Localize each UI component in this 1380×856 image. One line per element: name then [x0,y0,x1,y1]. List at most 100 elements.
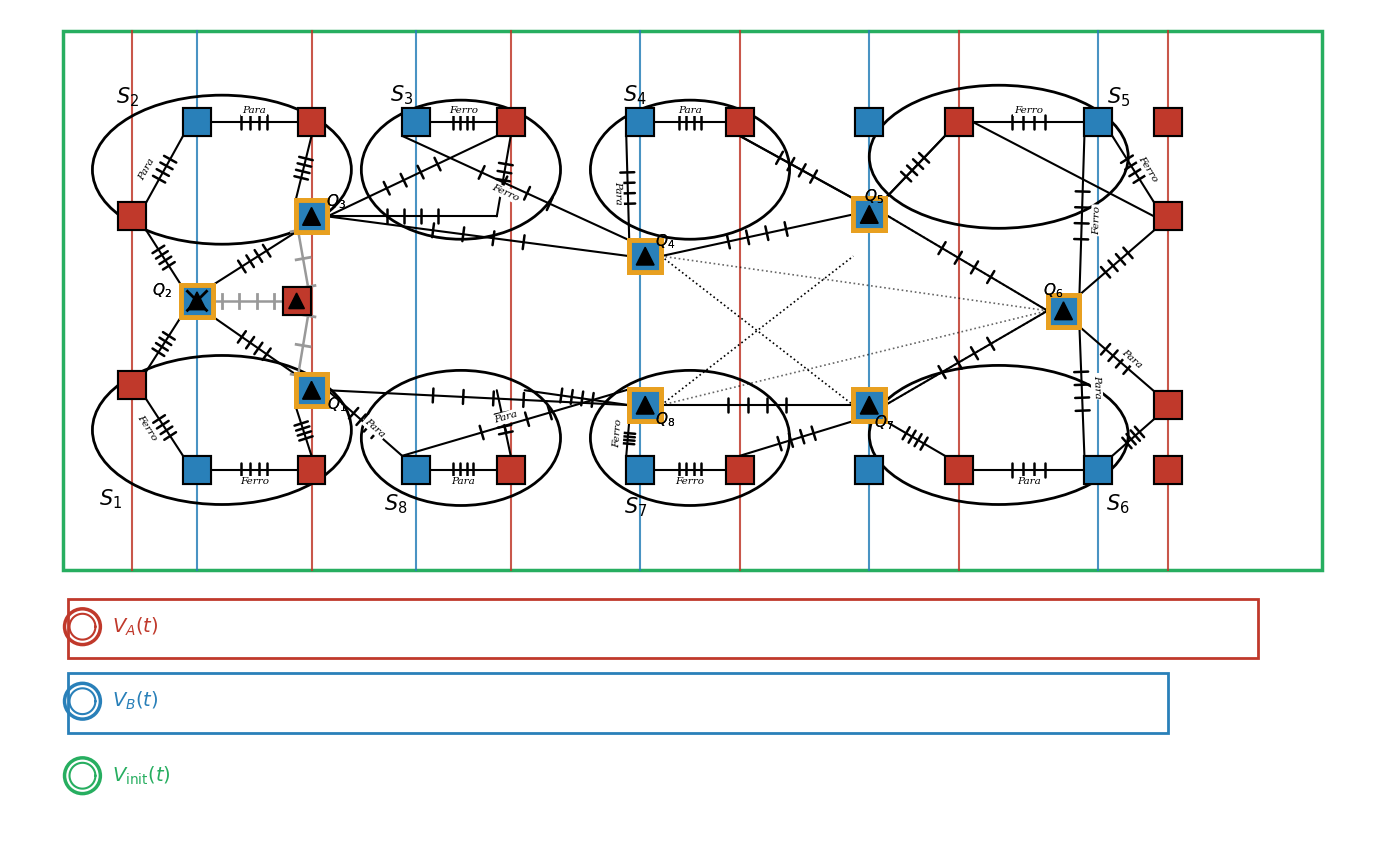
Bar [184,108,211,136]
Bar [1154,455,1183,484]
Polygon shape [302,381,320,399]
Text: $Q_1$: $Q_1$ [327,395,346,414]
Polygon shape [636,396,654,414]
Bar [629,241,661,272]
Bar [1154,455,1183,484]
Bar [1154,391,1183,419]
Text: Ferro: Ferro [491,183,520,203]
Bar [497,455,524,484]
Polygon shape [1054,302,1072,319]
Bar [1154,108,1183,136]
Polygon shape [288,293,305,309]
Bar [295,374,327,406]
Bar [1047,294,1079,327]
Bar [1085,455,1112,484]
Text: Para: Para [451,477,475,486]
Polygon shape [288,293,305,309]
Text: Ferro: Ferro [1137,155,1159,184]
Text: $Q_8$: $Q_8$ [656,411,675,430]
Text: $S_1$: $S_1$ [99,488,121,511]
Text: Ferro: Ferro [675,477,705,486]
Bar [402,455,431,484]
Bar [402,455,431,484]
Bar [184,455,211,484]
Polygon shape [188,292,206,310]
Bar [627,455,654,484]
Text: Ferro: Ferro [1092,205,1101,235]
Bar [298,108,326,136]
Bar [295,374,327,406]
Bar [726,108,753,136]
Text: Para: Para [613,181,622,205]
Bar [1047,294,1079,327]
Bar [726,455,753,484]
Bar [298,455,326,484]
Bar [295,200,327,232]
Polygon shape [636,247,654,265]
Polygon shape [302,207,320,225]
Text: Para: Para [363,417,386,439]
Bar [1154,391,1183,419]
Bar [184,108,211,136]
Bar [853,199,885,230]
Bar [627,108,654,136]
Bar [184,455,211,484]
Text: Para: Para [678,105,702,115]
Bar [119,372,146,399]
Text: Para: Para [1017,477,1041,486]
Bar [627,455,654,484]
Bar [856,108,883,136]
Bar [68,599,1257,658]
Text: $S_4$: $S_4$ [624,83,647,107]
Bar [119,203,146,230]
Text: $S_5$: $S_5$ [1107,86,1130,109]
Bar [1154,203,1183,230]
Bar [726,108,753,136]
Text: Para: Para [493,410,519,425]
Text: $V_A(t)$: $V_A(t)$ [112,615,159,638]
Text: $S_8$: $S_8$ [385,493,408,516]
Bar [853,389,885,421]
Text: $Q_3$: $Q_3$ [327,192,346,211]
Text: $Q_3$: $Q_3$ [327,192,346,211]
Text: $Q_2$: $Q_2$ [152,282,172,300]
Bar [856,455,883,484]
Bar [68,674,1167,733]
Bar [119,372,146,399]
Bar [726,455,753,484]
Bar [497,455,524,484]
Bar [629,389,661,421]
Bar [1154,203,1183,230]
Polygon shape [636,247,654,265]
Bar [945,455,973,484]
Text: Ferro: Ferro [1014,105,1043,115]
Polygon shape [636,396,654,414]
Bar [181,285,213,317]
Text: $Q_6$: $Q_6$ [1043,282,1064,300]
Polygon shape [860,205,878,223]
Bar [1085,108,1112,136]
Polygon shape [860,396,878,414]
Text: $Q_4$: $Q_4$ [656,232,675,251]
Text: Para: Para [1092,374,1101,398]
Polygon shape [1054,302,1072,319]
Text: $Q_1$: $Q_1$ [327,395,346,414]
Bar [853,199,885,230]
Polygon shape [302,207,320,225]
Polygon shape [302,381,320,399]
Bar [295,200,327,232]
Bar [853,389,885,421]
Text: Para: Para [243,105,266,115]
Bar [298,108,326,136]
Text: $S_7$: $S_7$ [624,496,647,520]
Text: Para: Para [1119,348,1144,370]
Text: $Q_2$: $Q_2$ [152,282,172,300]
Text: $S_3$: $S_3$ [389,83,413,107]
Text: Ferro: Ferro [448,105,477,115]
Bar [856,108,883,136]
Text: $Q_8$: $Q_8$ [656,411,675,430]
Bar [629,389,661,421]
Text: $Q_7$: $Q_7$ [875,413,894,432]
Text: Ferro: Ferro [135,413,159,442]
Polygon shape [188,292,206,310]
